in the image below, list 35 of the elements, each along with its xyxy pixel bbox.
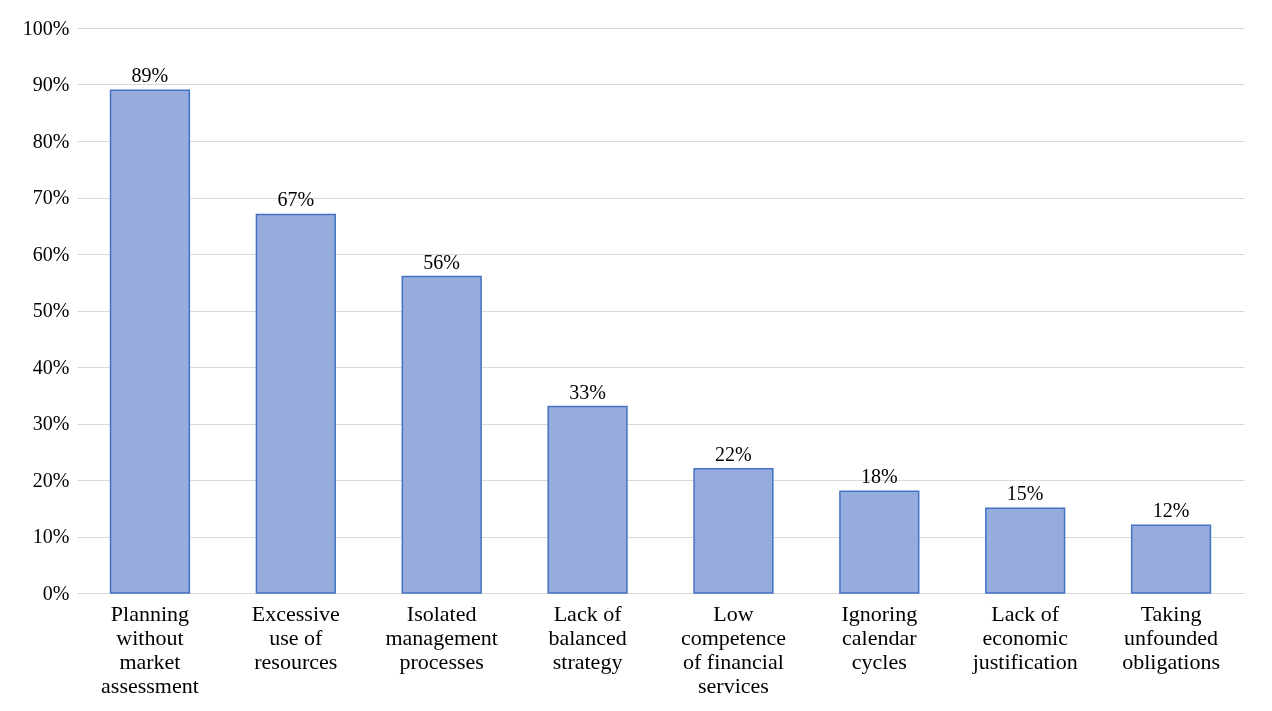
x-tick-label: Excessive use of resources [251, 600, 340, 674]
data-label: 33% [569, 380, 606, 403]
x-tick-label: Low competence of financial services [680, 600, 786, 698]
data-label: 18% [860, 465, 898, 488]
bar [839, 490, 920, 594]
y-tick-label: 50% [32, 299, 70, 321]
y-tick-label: 30% [32, 412, 70, 434]
data-label: 56% [423, 250, 461, 273]
x-tick-label: Planning without market assessment [101, 600, 199, 698]
y-tick-label: 80% [32, 129, 70, 152]
data-label: 12% [1152, 499, 1190, 522]
y-tick-label: 40% [32, 355, 70, 378]
y-tick-label: 10% [32, 525, 70, 547]
bar [693, 467, 774, 594]
y-tick-label: 90% [32, 73, 70, 95]
data-label: 67% [277, 188, 315, 211]
data-label: 22% [715, 442, 752, 465]
bar [255, 213, 336, 594]
y-tick-label: 70% [32, 186, 70, 208]
bar [1130, 524, 1212, 594]
data-label: 89% [131, 64, 169, 87]
bar [985, 507, 1066, 594]
y-tick-label: 100% [22, 16, 70, 39]
x-tick-label: Isolated management processes [385, 600, 498, 674]
y-tick-label: 60% [32, 242, 70, 265]
y-tick-label: 0% [42, 581, 70, 604]
bar [109, 89, 191, 594]
x-tick-label: Ignoring calendar cycles [841, 600, 918, 674]
y-tick-label: 20% [32, 468, 70, 491]
x-tick-label: Taking unfounded obligations [1122, 600, 1220, 674]
data-label: 15% [1006, 482, 1044, 505]
bar [547, 405, 628, 594]
x-tick-label: Lack of economic justification [971, 600, 1078, 674]
bar [401, 275, 482, 594]
x-tick-label: Lack of balanced strategy [548, 600, 627, 674]
